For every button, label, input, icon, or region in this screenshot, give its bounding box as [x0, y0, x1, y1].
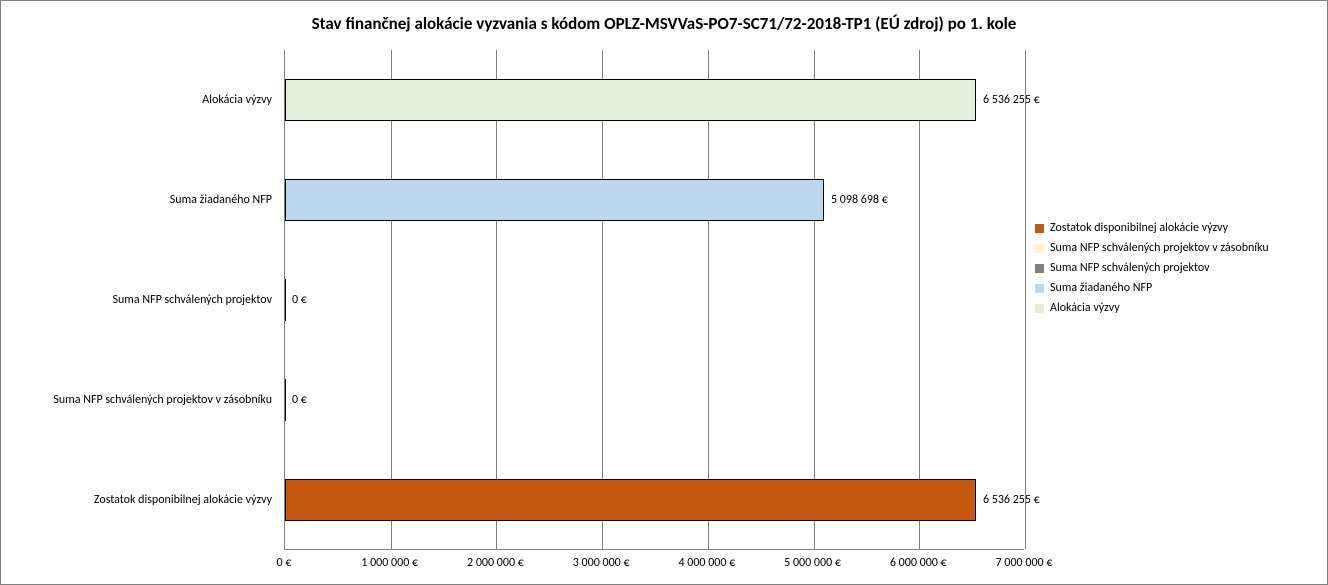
gridline — [602, 50, 603, 549]
legend-swatch — [1035, 224, 1044, 233]
legend: Zostatok disponibilnej alokácie výzvy Sum… — [1035, 221, 1269, 315]
x-axis-tick-label: 4 000 000 € — [678, 556, 735, 570]
legend-item: Suma žiadaného NFP — [1035, 281, 1269, 295]
category-label: Suma NFP schválených projektov v zásobní… — [1, 379, 272, 421]
plot-area — [284, 50, 1024, 550]
legend-item: Zostatok disponibilnej alokácie výzvy — [1035, 221, 1269, 235]
gridline — [708, 50, 709, 549]
legend-label: Alokácia výzvy — [1050, 301, 1120, 315]
category-label: Suma NFP schválených projektov — [1, 279, 272, 321]
legend-label: Zostatok disponibilnej alokácie výzvy — [1050, 221, 1228, 235]
category-label: Suma žiadaného NFP — [1, 179, 272, 221]
bar — [285, 479, 976, 521]
bar — [285, 79, 976, 121]
x-axis-tick-label: 6 000 000 € — [890, 556, 947, 570]
bar-value-label: 0 € — [292, 279, 307, 321]
category-label: Alokácia výzvy — [1, 79, 272, 121]
bar — [285, 379, 286, 421]
legend-swatch — [1035, 304, 1044, 313]
x-axis-tick-label: 2 000 000 € — [467, 556, 524, 570]
x-axis-tick-label: 5 000 000 € — [784, 556, 841, 570]
gridline — [814, 50, 815, 549]
bar-value-label: 0 € — [292, 379, 307, 421]
legend-swatch — [1035, 284, 1044, 293]
x-axis-tick-label: 0 € — [277, 556, 292, 570]
gridline — [919, 50, 920, 549]
chart-container: Stav finančnej alokácie vyzvania s kódom… — [0, 0, 1328, 585]
x-axis-tick-label: 3 000 000 € — [573, 556, 630, 570]
bar-value-label: 6 536 255 € — [983, 79, 1040, 121]
gridline — [1025, 50, 1026, 549]
legend-label: Suma NFP schválených projektov — [1050, 261, 1210, 275]
bar — [285, 279, 286, 321]
bar — [285, 179, 824, 221]
legend-label: Suma NFP schválených projektov v zásobní… — [1050, 241, 1269, 255]
chart-title: Stav finančnej alokácie vyzvania s kódom… — [1, 13, 1327, 34]
legend-label: Suma žiadaného NFP — [1050, 281, 1152, 295]
legend-swatch — [1035, 264, 1044, 273]
legend-item: Alokácia výzvy — [1035, 301, 1269, 315]
gridline — [496, 50, 497, 549]
x-axis-tick-label: 1 000 000 € — [361, 556, 418, 570]
bar-value-label: 6 536 255 € — [983, 479, 1040, 521]
legend-swatch — [1035, 244, 1044, 253]
legend-item: Suma NFP schválených projektov — [1035, 261, 1269, 275]
bar-value-label: 5 098 698 € — [831, 179, 888, 221]
gridline — [391, 50, 392, 549]
x-axis-tick-label: 7 000 000 € — [996, 556, 1053, 570]
category-label: Zostatok disponibilnej alokácie výzvy — [1, 479, 272, 521]
legend-item: Suma NFP schválených projektov v zásobní… — [1035, 241, 1269, 255]
